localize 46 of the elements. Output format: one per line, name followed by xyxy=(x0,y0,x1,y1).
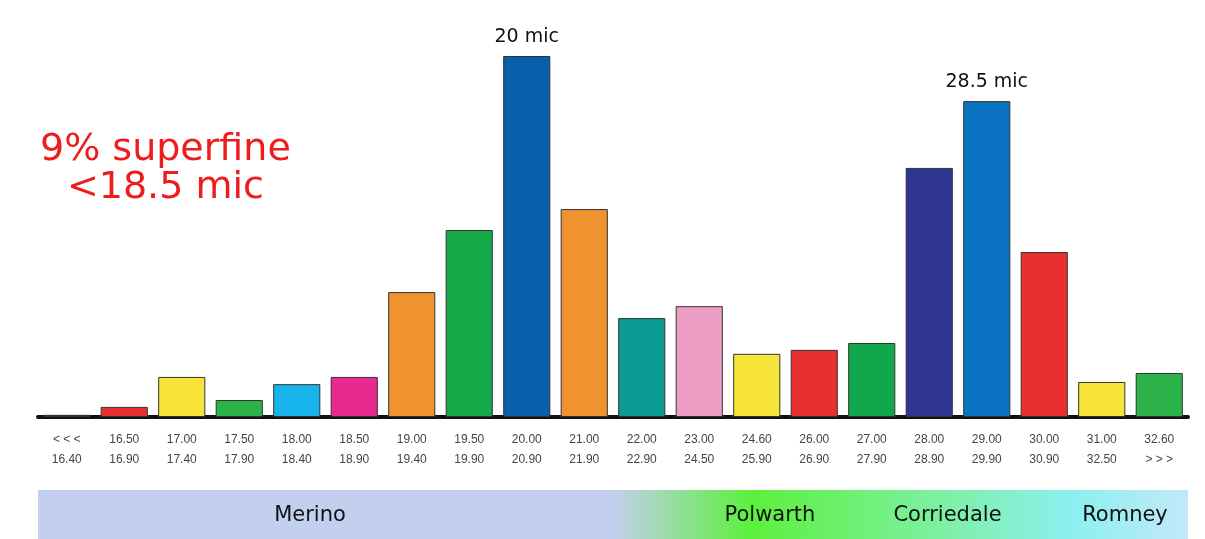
x-tick-label: 18.50 18.90 xyxy=(339,432,370,466)
bar xyxy=(675,306,723,417)
x-tick-label: 27.00 27.90 xyxy=(856,432,888,466)
annotation: 20 mic xyxy=(494,23,559,46)
x-tick-label: 32.60 > > > xyxy=(1144,432,1175,466)
x-tick-label: 28.00 28.90 xyxy=(914,432,945,466)
bar xyxy=(330,376,378,417)
bar xyxy=(1135,372,1183,417)
x-tick-label: 21.00 21.90 xyxy=(569,432,600,466)
bar xyxy=(848,343,896,417)
x-tick-label: 17.50 17.90 xyxy=(224,432,255,466)
bar xyxy=(733,353,781,417)
x-tick-label: 30.00 30.90 xyxy=(1029,432,1060,466)
bar xyxy=(215,400,263,417)
x-tick-label: 23.00 24.50 xyxy=(684,432,715,466)
x-tick-label: 16.50 16.90 xyxy=(109,432,140,466)
bar xyxy=(503,56,551,417)
text: Polwarth xyxy=(724,502,816,526)
x-tick-label: < < < 16.40 xyxy=(51,432,83,466)
bar xyxy=(618,318,666,417)
bar xyxy=(388,292,436,417)
x-tick-label: 19.50 19.90 xyxy=(454,432,485,466)
bar xyxy=(560,209,608,417)
bar xyxy=(963,101,1011,417)
bar xyxy=(790,349,838,417)
text: Romney xyxy=(1082,502,1168,526)
bar xyxy=(905,167,953,417)
x-tick-label: 19.00 19.40 xyxy=(396,432,428,466)
annotation: 9% superfine <18.5 mic xyxy=(39,125,291,207)
bar xyxy=(100,406,148,417)
x-tick-label: 29.00 29.90 xyxy=(971,432,1003,466)
x-tick-label: 31.00 32.50 xyxy=(1086,432,1118,466)
bar xyxy=(1020,252,1068,417)
x-tick-label: 26.00 26.90 xyxy=(799,432,830,466)
x-tick-label: 24.60 25.90 xyxy=(741,432,773,466)
x-tick-label: 20.00 20.90 xyxy=(511,432,543,466)
text: Corriedale xyxy=(893,502,1002,526)
bar xyxy=(1078,381,1126,417)
x-tick-label: 18.00 18.40 xyxy=(281,432,313,466)
bar xyxy=(445,230,493,417)
bar xyxy=(273,384,321,417)
x-tick-label: 17.00 17.40 xyxy=(166,432,198,466)
bar xyxy=(158,376,206,417)
text: Merino xyxy=(274,502,346,526)
x-tick-label: 22.00 22.90 xyxy=(626,432,658,466)
annotation: 28.5 mic xyxy=(945,68,1029,91)
